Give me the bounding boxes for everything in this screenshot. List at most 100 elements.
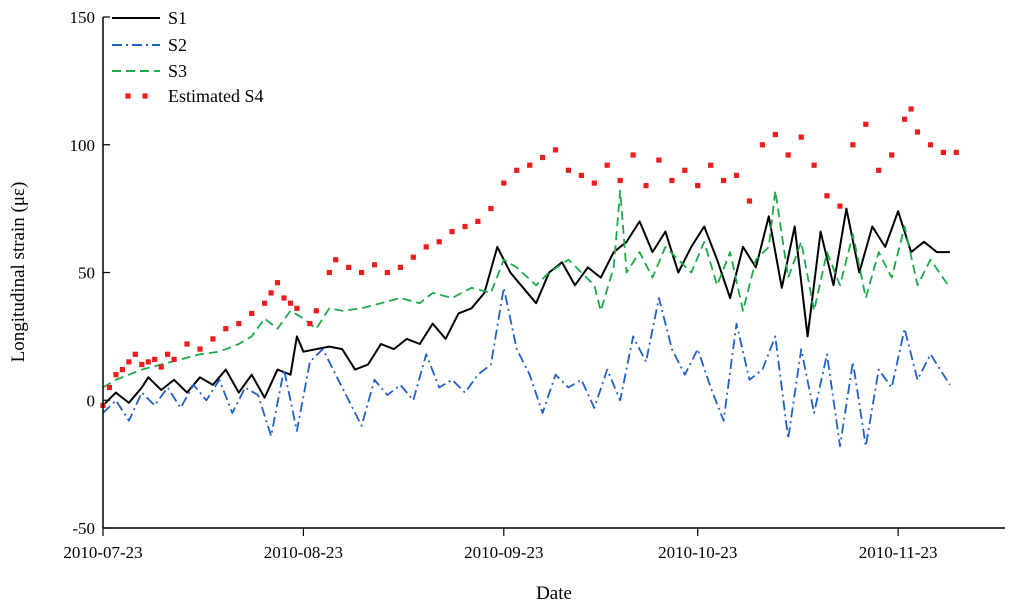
series-4-point xyxy=(126,359,132,365)
series-4-point xyxy=(165,351,171,357)
y-tick-label: 50 xyxy=(78,264,95,283)
tick-layer: -50 0 50 100 150 2010-07-23 2010-08-23 2010-09-… xyxy=(63,8,937,562)
series-4-point xyxy=(262,300,268,306)
series-4-point xyxy=(184,341,190,347)
series-4-point xyxy=(514,167,520,173)
series-4-point xyxy=(281,295,287,301)
series-4-point xyxy=(669,177,675,184)
y-tick-label: 150 xyxy=(70,8,96,27)
series-4-point xyxy=(927,142,934,148)
series-4-point xyxy=(527,162,533,168)
legend-label: S1 xyxy=(168,8,187,28)
series-4-point xyxy=(197,346,203,352)
y-tick-label: 0 xyxy=(87,391,96,410)
legend-marker xyxy=(142,93,148,99)
series-4-point xyxy=(902,116,908,122)
series-4-point xyxy=(540,154,546,161)
series-4-point xyxy=(333,257,339,263)
series-4-point xyxy=(139,361,145,368)
y-axis-title: Longitudinal strain (με) xyxy=(8,182,29,363)
series-4-point xyxy=(488,206,494,212)
series-4-point xyxy=(630,152,636,158)
x-tick-label: 2010-08-23 xyxy=(264,543,343,562)
series-3-line xyxy=(102,189,951,389)
legend-item: S3 xyxy=(112,61,187,81)
x-tick-label: 2010-09-23 xyxy=(464,543,543,562)
series-4-point xyxy=(171,356,177,362)
series-4-point xyxy=(837,203,843,209)
series-4-point xyxy=(384,269,390,276)
series-4-point xyxy=(119,367,125,373)
x-tick-label: 2010-07-23 xyxy=(63,543,142,562)
series-4-point xyxy=(152,356,158,362)
series-4-point xyxy=(475,218,481,224)
series-layer xyxy=(100,106,959,448)
series-4-point xyxy=(307,321,313,327)
series-2 xyxy=(102,286,951,448)
x-tick-label: 2010-11-23 xyxy=(859,543,938,562)
series-4-point xyxy=(436,239,442,245)
series-4-point xyxy=(268,290,274,296)
series-4-point xyxy=(656,157,662,163)
legend-marker xyxy=(125,93,131,99)
series-3 xyxy=(102,189,951,389)
series-4-point xyxy=(236,321,242,327)
series-4-point xyxy=(274,280,281,286)
x-axis-title: Date xyxy=(536,583,572,604)
legend-label: S2 xyxy=(168,35,187,55)
series-4-point xyxy=(863,121,869,127)
series-4-point xyxy=(462,223,468,230)
series-4-point xyxy=(591,180,597,186)
series-4-point xyxy=(759,142,765,148)
legend-item: S1 xyxy=(112,8,187,28)
series-4-point xyxy=(410,254,416,260)
series-4-point xyxy=(210,336,216,342)
series-4-point xyxy=(313,308,319,314)
series-4-point xyxy=(746,198,753,204)
legend-item: Estimated S4 xyxy=(125,86,264,106)
series-4-point xyxy=(643,183,649,189)
series-4-point xyxy=(249,310,255,316)
series-4-point xyxy=(617,177,623,184)
series-4-point xyxy=(798,134,804,140)
series-1 xyxy=(102,207,950,407)
series-4-point xyxy=(501,180,507,186)
series-4-point xyxy=(326,269,332,276)
series-4-point xyxy=(145,359,151,365)
series-4-point xyxy=(371,262,378,268)
series-4 xyxy=(100,106,959,408)
series-4-point xyxy=(397,264,403,270)
series-4-point xyxy=(785,152,791,158)
series-4-point xyxy=(940,149,946,155)
series-4-point xyxy=(132,351,138,357)
series-4-point xyxy=(708,162,714,168)
series-4-point xyxy=(721,177,727,184)
legend-item: S2 xyxy=(112,35,187,55)
legend-label: Estimated S4 xyxy=(168,86,264,106)
series-4-point xyxy=(850,142,856,148)
series-4-point xyxy=(552,147,559,153)
series-4-point xyxy=(113,372,119,378)
series-4-point xyxy=(423,244,429,250)
y-tick-label: 100 xyxy=(70,136,96,155)
series-4-point xyxy=(359,269,365,276)
series-4-point xyxy=(106,384,113,391)
legend: S1 S2 S3 Estimated S4 xyxy=(112,8,264,106)
series-4-point xyxy=(908,106,914,112)
series-4-point xyxy=(294,305,300,311)
series-4-point xyxy=(158,364,164,370)
series-4-point xyxy=(449,229,455,235)
series-4-point xyxy=(914,129,921,135)
series-4-point xyxy=(287,300,294,306)
series-4-point xyxy=(876,167,882,173)
y-tick-label: -50 xyxy=(72,519,95,538)
series-4-point xyxy=(565,167,571,173)
series-4-point xyxy=(604,162,610,168)
series-4-point xyxy=(682,167,688,173)
series-4-point xyxy=(811,162,817,168)
series-4-point xyxy=(695,183,701,189)
series-4-point xyxy=(772,131,778,138)
series-4-point xyxy=(733,172,740,178)
series-4-point xyxy=(953,149,959,155)
